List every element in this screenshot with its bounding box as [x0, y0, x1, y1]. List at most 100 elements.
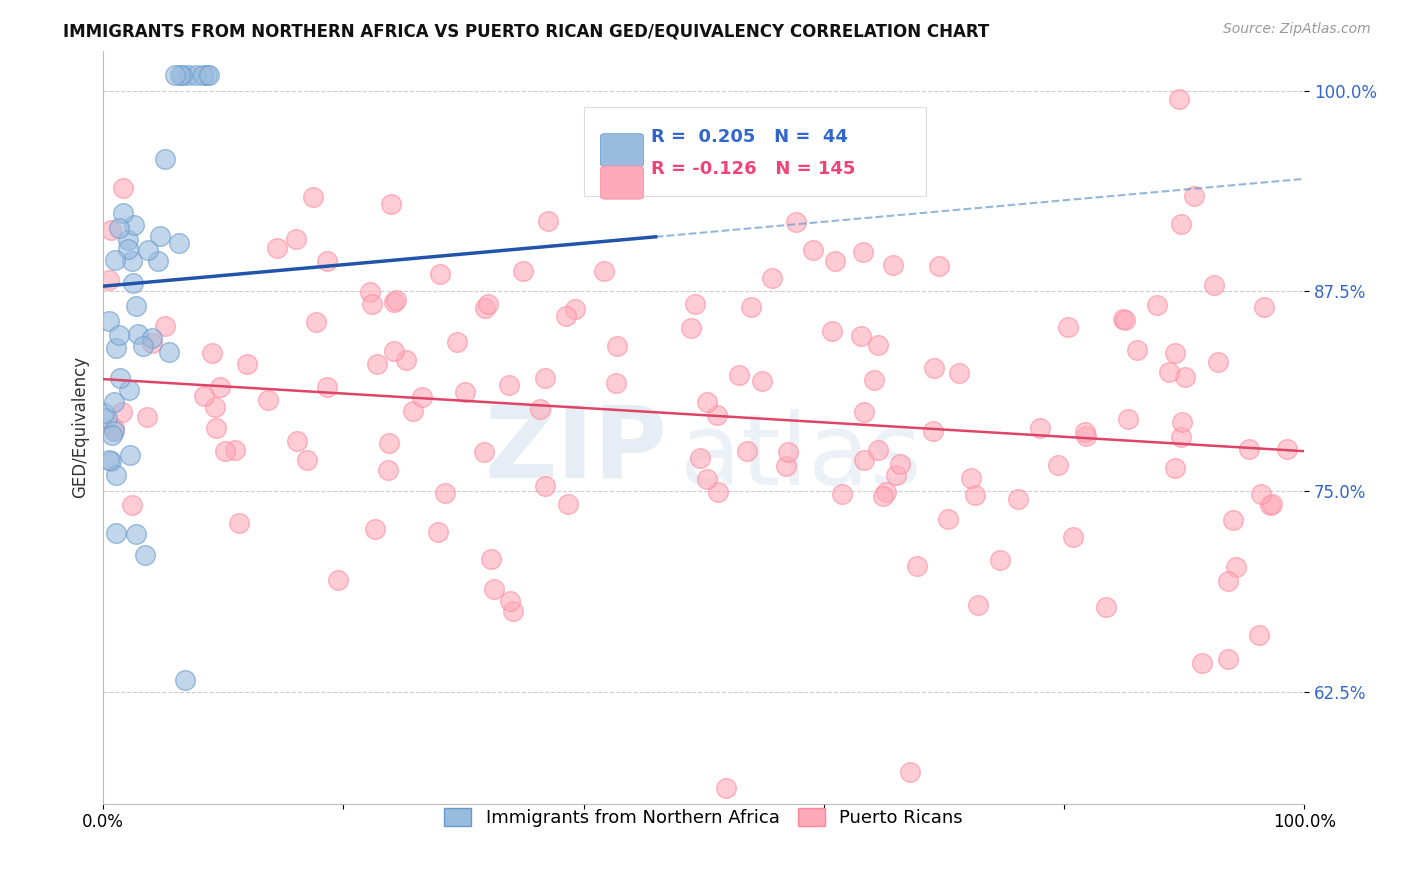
FancyBboxPatch shape: [583, 107, 927, 196]
Point: [155, 152, 177, 166]
Point: [1249, 628, 1271, 642]
Point: [204, 421, 226, 435]
Point: [402, 404, 425, 418]
Point: [606, 339, 628, 353]
Point: [1206, 355, 1229, 369]
Point: [679, 321, 702, 335]
Point: [121, 254, 143, 268]
Point: [512, 264, 534, 278]
Point: [1222, 513, 1244, 527]
Point: [922, 424, 945, 438]
Point: [124, 299, 146, 313]
Point: [1275, 442, 1298, 456]
Point: [104, 341, 127, 355]
Point: [1253, 301, 1275, 315]
Point: [366, 357, 388, 371]
Point: [100, 454, 122, 468]
Point: [118, 448, 141, 462]
Point: [960, 471, 983, 485]
Point: [204, 400, 226, 414]
Point: [1112, 312, 1135, 326]
Point: [195, 68, 218, 82]
Point: [474, 301, 496, 315]
Point: [689, 451, 711, 466]
Point: [900, 764, 922, 779]
Point: [124, 526, 146, 541]
Point: [853, 452, 876, 467]
Point: [426, 524, 449, 539]
Point: [127, 327, 149, 342]
Text: R =  0.205   N =  44: R = 0.205 N = 44: [651, 128, 848, 145]
Point: [177, 68, 200, 82]
Point: [889, 457, 911, 471]
Point: [1250, 486, 1272, 500]
Text: IMMIGRANTS FROM NORTHERN AFRICA VS PUERTO RICAN GED/EQUIVALENCY CORRELATION CHAR: IMMIGRANTS FROM NORTHERN AFRICA VS PUERT…: [63, 22, 990, 40]
Point: [1126, 343, 1149, 358]
Point: [1046, 458, 1069, 472]
Point: [434, 485, 457, 500]
Point: [103, 395, 125, 409]
Point: [1170, 430, 1192, 444]
Point: [224, 442, 246, 457]
Point: [377, 463, 399, 477]
Point: [93, 406, 115, 420]
Point: [696, 395, 718, 409]
Point: [359, 285, 381, 300]
FancyBboxPatch shape: [600, 134, 644, 167]
Point: [295, 453, 318, 467]
Point: [529, 402, 551, 417]
Point: [98, 314, 121, 328]
Point: [498, 378, 520, 392]
Point: [136, 243, 159, 257]
Point: [728, 368, 751, 383]
Point: [534, 479, 557, 493]
Point: [103, 421, 125, 435]
Point: [761, 270, 783, 285]
Point: [108, 328, 131, 343]
Point: [104, 526, 127, 541]
Point: [136, 409, 159, 424]
Point: [922, 361, 945, 376]
Point: [605, 376, 627, 390]
Point: [394, 353, 416, 368]
Point: [863, 373, 886, 387]
Point: [479, 551, 502, 566]
Point: [776, 444, 799, 458]
Point: [134, 549, 156, 563]
Point: [482, 582, 505, 596]
Point: [740, 300, 762, 314]
Point: [121, 499, 143, 513]
Point: [117, 242, 139, 256]
Point: [537, 214, 560, 228]
Point: [141, 331, 163, 345]
Point: [1114, 313, 1136, 327]
Point: [112, 181, 135, 195]
Point: [1007, 492, 1029, 507]
Point: [696, 472, 718, 486]
Point: [169, 235, 191, 250]
Point: [1170, 217, 1192, 231]
Point: [1168, 92, 1191, 106]
Point: [1095, 600, 1118, 615]
Point: [499, 594, 522, 608]
Point: [824, 253, 846, 268]
Point: [593, 263, 616, 277]
Point: [104, 253, 127, 268]
Point: [564, 301, 586, 316]
Point: [1260, 498, 1282, 512]
Point: [100, 223, 122, 237]
Point: [117, 383, 139, 397]
Point: [285, 434, 308, 449]
Point: [382, 343, 405, 358]
Point: [103, 424, 125, 438]
Point: [1163, 461, 1185, 475]
Point: [966, 599, 988, 613]
Point: [174, 673, 197, 688]
Point: [214, 444, 236, 458]
Point: [193, 389, 215, 403]
Point: [852, 404, 875, 418]
Point: [228, 516, 250, 530]
Point: [785, 214, 807, 228]
Point: [1202, 278, 1225, 293]
Point: [472, 444, 495, 458]
